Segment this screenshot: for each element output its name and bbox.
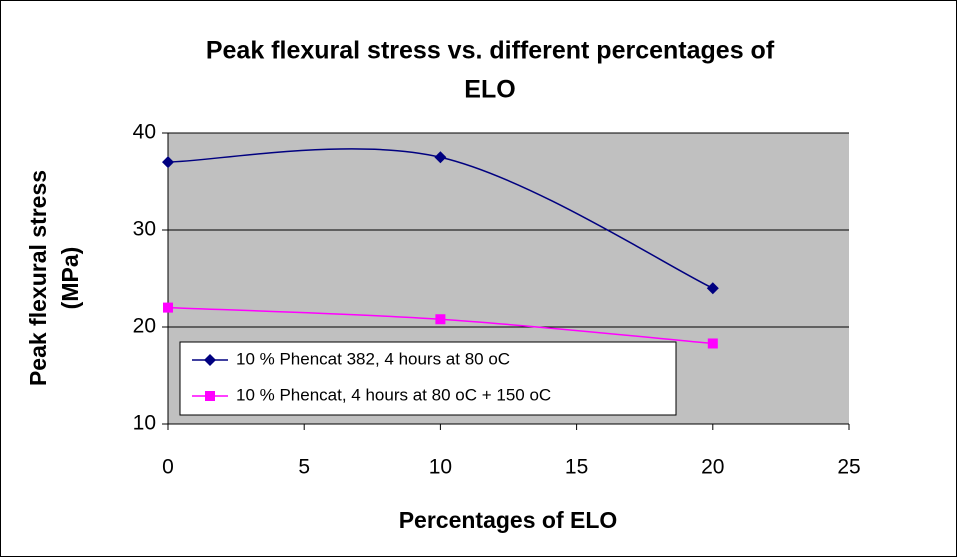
x-tick-label: 15 bbox=[565, 456, 588, 479]
marker bbox=[434, 151, 447, 164]
chart-title: ELO bbox=[464, 76, 515, 104]
y-tick-label: 10 bbox=[133, 412, 156, 435]
legend bbox=[179, 341, 677, 416]
x-tick-label: 0 bbox=[162, 456, 174, 479]
x-tick-label: 20 bbox=[701, 456, 724, 479]
x-tick-label: 5 bbox=[298, 456, 310, 479]
marker bbox=[162, 156, 174, 169]
marker bbox=[435, 314, 446, 325]
y-axis-title: (MPa) bbox=[57, 247, 83, 310]
legend-label: 10 % Phencat, 4 hours at 80 oC + 150 oC bbox=[236, 385, 551, 404]
legend-marker bbox=[204, 354, 216, 366]
marker bbox=[163, 302, 173, 313]
x-tick-label: 25 bbox=[837, 456, 860, 479]
y-axis-title: Peak flexural stress bbox=[25, 170, 51, 386]
marker bbox=[706, 282, 719, 295]
legend-marker bbox=[205, 391, 215, 401]
y-tick-label: 40 bbox=[133, 121, 156, 144]
y-tick-label: 30 bbox=[133, 218, 156, 241]
marker bbox=[707, 338, 718, 349]
y-tick-label: 20 bbox=[133, 315, 156, 338]
x-tick-label: 10 bbox=[429, 456, 452, 479]
chart-title: Peak flexural stress vs. different perce… bbox=[206, 37, 775, 65]
x-axis-title: Percentages of ELO bbox=[399, 507, 618, 533]
legend-label: 10 % Phencat 382, 4 hours at 80 oC bbox=[236, 349, 510, 368]
